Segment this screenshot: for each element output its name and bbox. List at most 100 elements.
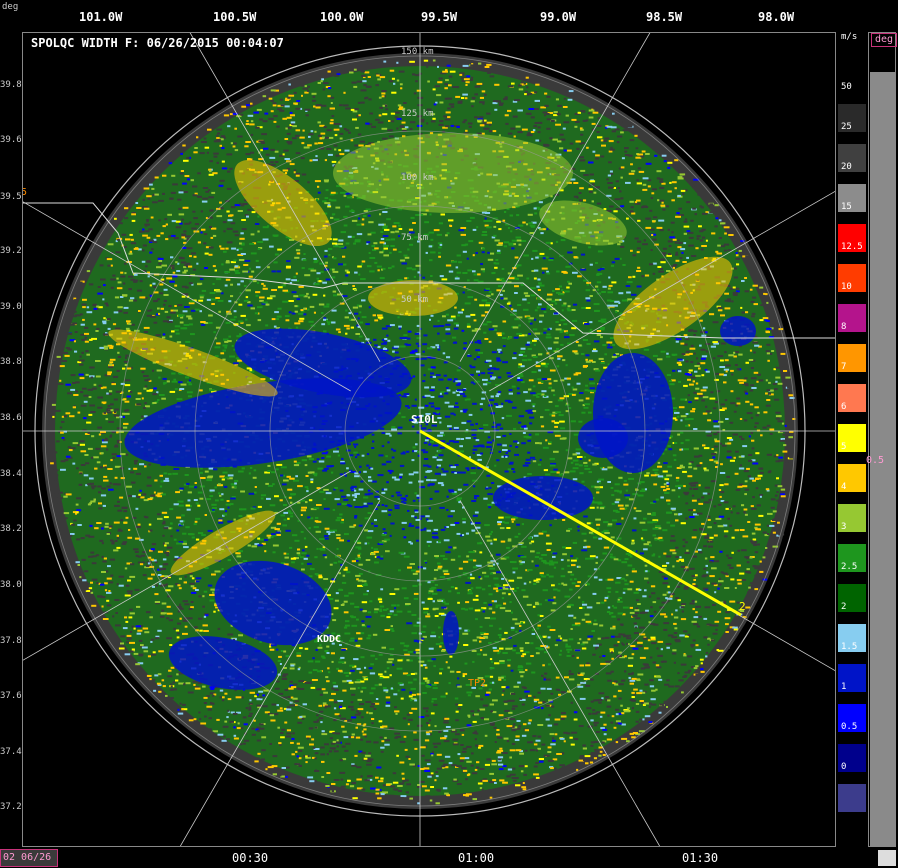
radar-gate xyxy=(213,155,218,158)
radar-gate xyxy=(333,488,336,491)
radar-gate xyxy=(93,456,99,459)
radar-gate xyxy=(419,120,425,123)
radar-gate xyxy=(776,327,780,330)
radar-gate xyxy=(183,159,189,162)
radar-gate xyxy=(546,95,551,98)
radar-gate xyxy=(332,619,337,622)
radar-gate xyxy=(643,666,650,669)
radar-gate xyxy=(617,618,621,621)
radar-gate xyxy=(335,519,340,522)
radar-gate xyxy=(390,231,395,234)
radar-gate xyxy=(435,101,438,104)
radar-gate xyxy=(116,546,121,549)
radar-gate xyxy=(420,364,425,367)
radar-gate xyxy=(613,509,618,512)
radar-gate xyxy=(245,296,249,299)
radar-gate xyxy=(469,573,473,576)
radar-gate xyxy=(423,607,429,610)
radar-gate xyxy=(518,765,525,768)
radar-gate xyxy=(270,536,274,539)
radar-gate xyxy=(362,584,368,587)
radar-gate xyxy=(126,638,131,641)
radar-gate xyxy=(207,216,213,219)
radar-gate xyxy=(77,444,80,447)
radar-gate xyxy=(715,461,719,464)
radar-gate xyxy=(115,251,121,254)
radar-gate xyxy=(313,311,316,314)
radar-gate xyxy=(272,234,279,237)
radar-gate xyxy=(704,469,709,472)
radar-gate xyxy=(368,712,373,715)
radar-gate xyxy=(536,285,540,288)
radar-gate xyxy=(322,554,327,557)
radar-gate xyxy=(436,589,442,592)
radar-gate xyxy=(377,543,384,545)
radar-gate xyxy=(269,648,275,651)
radar-gate xyxy=(281,284,286,287)
radar-gate xyxy=(137,191,143,194)
radar-gate xyxy=(275,327,280,330)
radar-gate xyxy=(486,321,492,323)
radar-gate xyxy=(222,696,225,699)
radar-gate xyxy=(312,669,318,671)
radar-gate xyxy=(438,731,442,733)
radar-gate xyxy=(353,451,358,454)
radar-gate xyxy=(353,524,357,527)
radar-gate xyxy=(360,716,364,719)
radar-gate xyxy=(676,479,679,482)
radar-gate xyxy=(430,275,433,277)
radar-gate xyxy=(388,135,394,138)
radar-gate xyxy=(518,725,522,728)
radar-gate xyxy=(344,632,351,635)
radar-gate xyxy=(177,500,184,503)
radar-gate xyxy=(141,397,144,400)
radar-gate xyxy=(301,552,307,555)
radar-gate xyxy=(381,510,388,513)
radar-gate xyxy=(307,308,310,311)
radar-gate xyxy=(609,170,613,173)
radar-gate xyxy=(481,314,486,317)
radar-gate xyxy=(356,679,362,682)
radar-gate xyxy=(418,517,422,520)
radar-gate xyxy=(284,689,289,691)
radar-gate xyxy=(331,692,336,695)
radar-gate xyxy=(88,283,94,286)
radar-gate xyxy=(467,269,472,272)
radar-gate xyxy=(247,208,252,211)
radar-gate xyxy=(220,292,224,295)
radar-gate xyxy=(650,585,656,588)
radar-canvas[interactable] xyxy=(23,33,836,847)
radar-gate xyxy=(745,311,749,314)
radar-ppi-plot[interactable]: SPOLQC WIDTH F: 06/26/2015 00:04:07 S10L… xyxy=(22,32,836,847)
radar-gate xyxy=(632,275,636,278)
radar-gate xyxy=(130,563,135,566)
radar-gate xyxy=(435,771,438,774)
radar-gate xyxy=(415,264,421,267)
radar-gate xyxy=(555,411,562,414)
radar-gate xyxy=(379,557,384,560)
radar-gate xyxy=(428,443,432,446)
radar-gate xyxy=(89,482,94,485)
radar-gate xyxy=(700,248,704,251)
radar-gate xyxy=(328,750,333,753)
radar-gate xyxy=(488,789,494,792)
radar-gate xyxy=(390,238,396,241)
lat-label: 39.8 xyxy=(0,80,22,90)
radar-gate xyxy=(537,381,544,384)
radar-gate xyxy=(496,278,502,281)
radar-gate xyxy=(334,487,338,489)
radar-gate xyxy=(716,431,721,433)
radar-gate xyxy=(765,392,768,395)
radar-gate xyxy=(511,520,514,523)
radar-gate xyxy=(75,503,79,506)
radar-gate xyxy=(375,776,379,779)
radar-gate xyxy=(459,73,463,76)
radar-gate xyxy=(210,298,217,301)
radar-gate xyxy=(473,358,477,361)
radar-gate xyxy=(427,484,430,487)
radar-gate xyxy=(672,565,675,568)
radar-gate xyxy=(541,743,546,746)
radar-gate xyxy=(105,437,108,440)
radar-gate xyxy=(701,355,708,358)
radar-gate xyxy=(492,102,498,105)
